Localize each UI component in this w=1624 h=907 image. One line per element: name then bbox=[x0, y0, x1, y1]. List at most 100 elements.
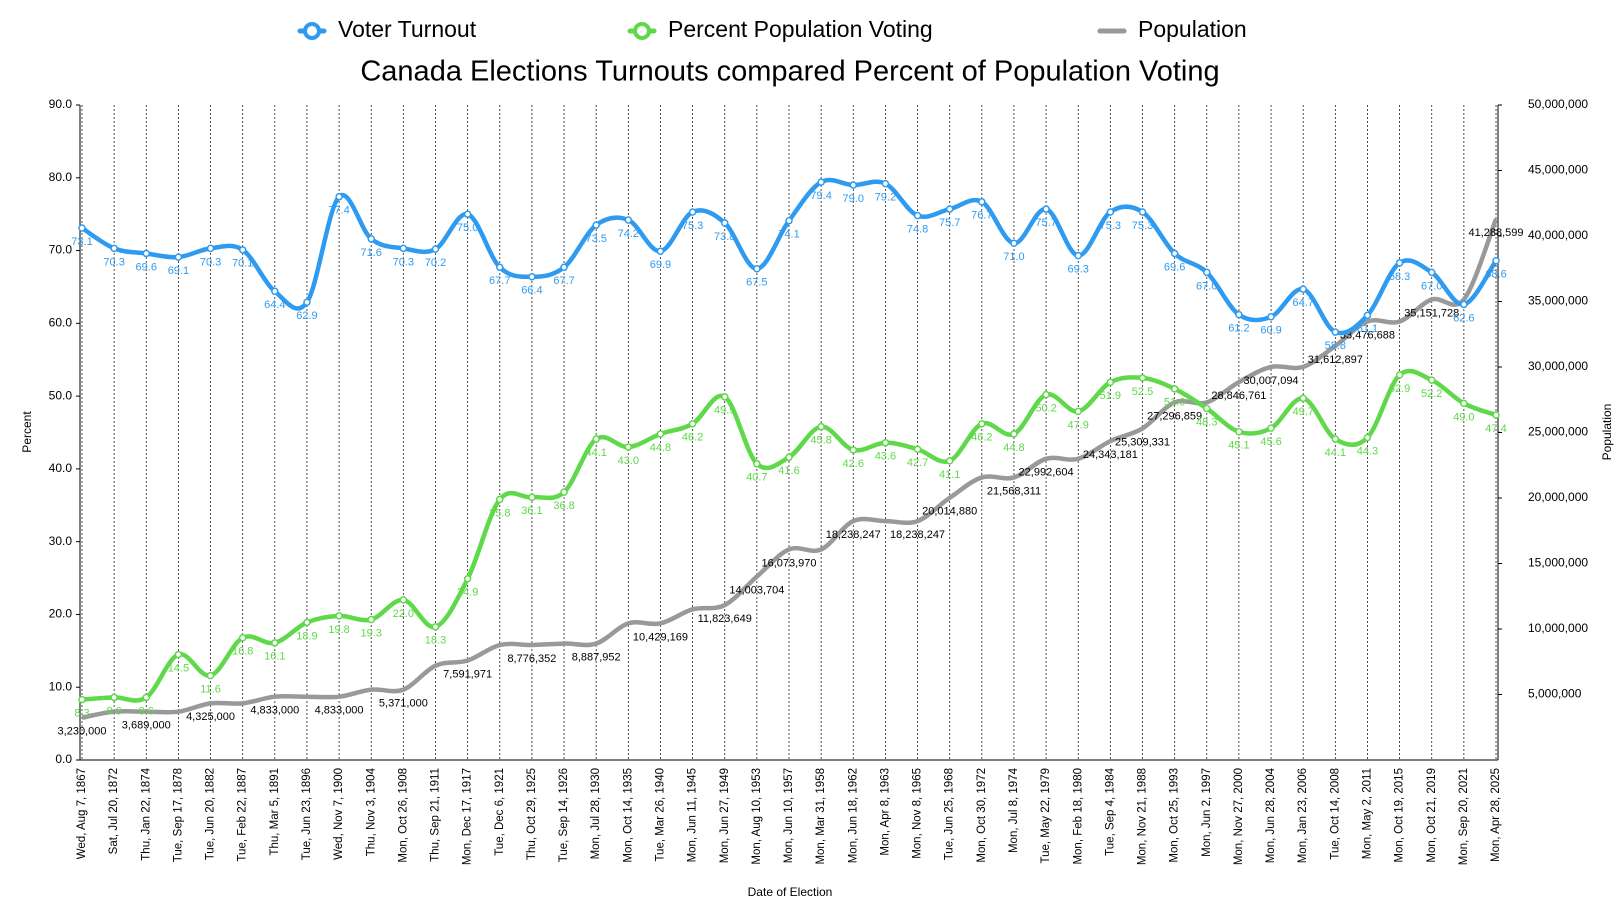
data-label: 70.3 bbox=[103, 256, 124, 268]
data-label: 41,288,599 bbox=[1468, 227, 1523, 239]
data-point bbox=[174, 650, 183, 659]
y-tick-label: 10.0 bbox=[49, 679, 73, 693]
data-point bbox=[78, 224, 86, 232]
data-point bbox=[720, 219, 729, 227]
data-point bbox=[1203, 404, 1211, 413]
data-point bbox=[367, 235, 375, 243]
data-point bbox=[528, 493, 536, 502]
data-point bbox=[1042, 205, 1050, 213]
data-label: 76.7 bbox=[971, 210, 992, 222]
data-point bbox=[463, 210, 472, 218]
data-point bbox=[1203, 268, 1211, 277]
data-label: 67.7 bbox=[553, 275, 574, 287]
data-label: 51.0 bbox=[1164, 397, 1185, 409]
x-tick-label: Thu, Jan 22, 1874 bbox=[140, 767, 152, 860]
data-point bbox=[913, 445, 922, 453]
data-point bbox=[1395, 371, 1404, 379]
data-point bbox=[753, 265, 761, 273]
data-point bbox=[1331, 328, 1340, 336]
y2-tick-label: 15,000,000 bbox=[1528, 556, 1588, 570]
data-label: 73.8 bbox=[714, 231, 735, 243]
data-label: 70.1 bbox=[232, 258, 253, 270]
x-tick-label: Mon, Oct 30, 1972 bbox=[976, 768, 988, 863]
data-point bbox=[656, 430, 665, 438]
data-label: 70.2 bbox=[425, 257, 446, 269]
data-label: 45.8 bbox=[810, 435, 831, 447]
data-point bbox=[817, 178, 825, 186]
data-label: 42.7 bbox=[907, 457, 928, 469]
data-point bbox=[945, 457, 954, 465]
data-point bbox=[1460, 300, 1468, 309]
data-point bbox=[688, 420, 697, 428]
data-label: 48.3 bbox=[1196, 416, 1217, 428]
y2-tick-label: 45,000,000 bbox=[1528, 163, 1588, 177]
data-label: 16.1 bbox=[264, 651, 285, 663]
data-point bbox=[978, 420, 986, 428]
data-label: 33,476,688 bbox=[1340, 329, 1395, 341]
data-point bbox=[1138, 374, 1147, 382]
data-label: 67.0 bbox=[1196, 280, 1217, 292]
data-label: 69.3 bbox=[1068, 264, 1089, 276]
x-tick-label: Tue, Jun 25, 1968 bbox=[944, 768, 956, 860]
data-label: 10,429,169 bbox=[633, 631, 688, 643]
data-point bbox=[624, 216, 633, 224]
data-label: 40.7 bbox=[746, 472, 767, 484]
data-point bbox=[367, 615, 375, 624]
data-point bbox=[528, 273, 536, 281]
data-point bbox=[1267, 313, 1275, 321]
data-point bbox=[656, 247, 665, 256]
y-tick-label: 20.0 bbox=[49, 607, 73, 621]
data-point bbox=[335, 192, 343, 201]
data-label: 11.6 bbox=[200, 683, 221, 695]
data-point bbox=[1138, 208, 1147, 216]
data-label: 45.6 bbox=[1260, 436, 1281, 448]
x-tick-label: Tue, Oct 14, 2008 bbox=[1329, 768, 1341, 860]
x-tick-label: Tue, Sep 4, 1984 bbox=[1104, 767, 1116, 855]
x-tick-label: Mon, Jun 10, 1957 bbox=[783, 768, 795, 863]
data-point bbox=[1267, 424, 1275, 432]
data-label: 61.2 bbox=[1228, 323, 1249, 335]
data-point bbox=[110, 244, 118, 253]
data-label: 69.6 bbox=[1164, 261, 1185, 273]
y-tick-label: 40.0 bbox=[49, 461, 73, 475]
data-label: 18.9 bbox=[296, 630, 317, 642]
data-point bbox=[1074, 407, 1082, 416]
data-label: 62.6 bbox=[1453, 312, 1474, 324]
x-tick-label: Wed, Aug 7, 1867 bbox=[76, 768, 88, 859]
data-point bbox=[206, 671, 215, 680]
data-label: 8,776,352 bbox=[507, 653, 556, 665]
data-label: 67.5 bbox=[746, 277, 767, 289]
data-point bbox=[560, 488, 568, 496]
data-point bbox=[785, 216, 793, 225]
data-label: 79.4 bbox=[810, 190, 831, 202]
data-point bbox=[817, 422, 825, 431]
data-label: 74.1 bbox=[778, 229, 799, 241]
data-label: 14.5 bbox=[168, 662, 189, 674]
x-tick-label: Mon, Feb 18, 1980 bbox=[1072, 768, 1084, 865]
data-point bbox=[1042, 390, 1050, 399]
data-point bbox=[849, 181, 858, 189]
data-point bbox=[1427, 268, 1436, 277]
data-label: 79.2 bbox=[875, 192, 896, 204]
data-point bbox=[624, 443, 633, 451]
data-label: 73.5 bbox=[585, 233, 606, 245]
data-label: 67.0 bbox=[1421, 280, 1442, 292]
data-label: 11,823,649 bbox=[698, 613, 752, 625]
data-point bbox=[110, 693, 118, 702]
data-point bbox=[206, 244, 215, 253]
data-point bbox=[496, 495, 504, 504]
data-label: 79.0 bbox=[843, 193, 864, 205]
data-point bbox=[1010, 430, 1018, 438]
data-label: 22.0 bbox=[393, 608, 414, 620]
data-label: 45.1 bbox=[1228, 440, 1249, 452]
data-label: 19.3 bbox=[361, 627, 382, 639]
data-label: 8.3 bbox=[74, 708, 89, 720]
data-label: 61.1 bbox=[1357, 323, 1378, 335]
y2-tick-label: 20,000,000 bbox=[1528, 490, 1588, 504]
data-point bbox=[1363, 433, 1372, 442]
data-label: 36.8 bbox=[553, 500, 574, 512]
data-label: 35,151,728 bbox=[1404, 307, 1459, 319]
legend-label: Percent Population Voting bbox=[668, 16, 933, 42]
data-label: 47.9 bbox=[1068, 419, 1089, 431]
data-point bbox=[271, 287, 279, 296]
